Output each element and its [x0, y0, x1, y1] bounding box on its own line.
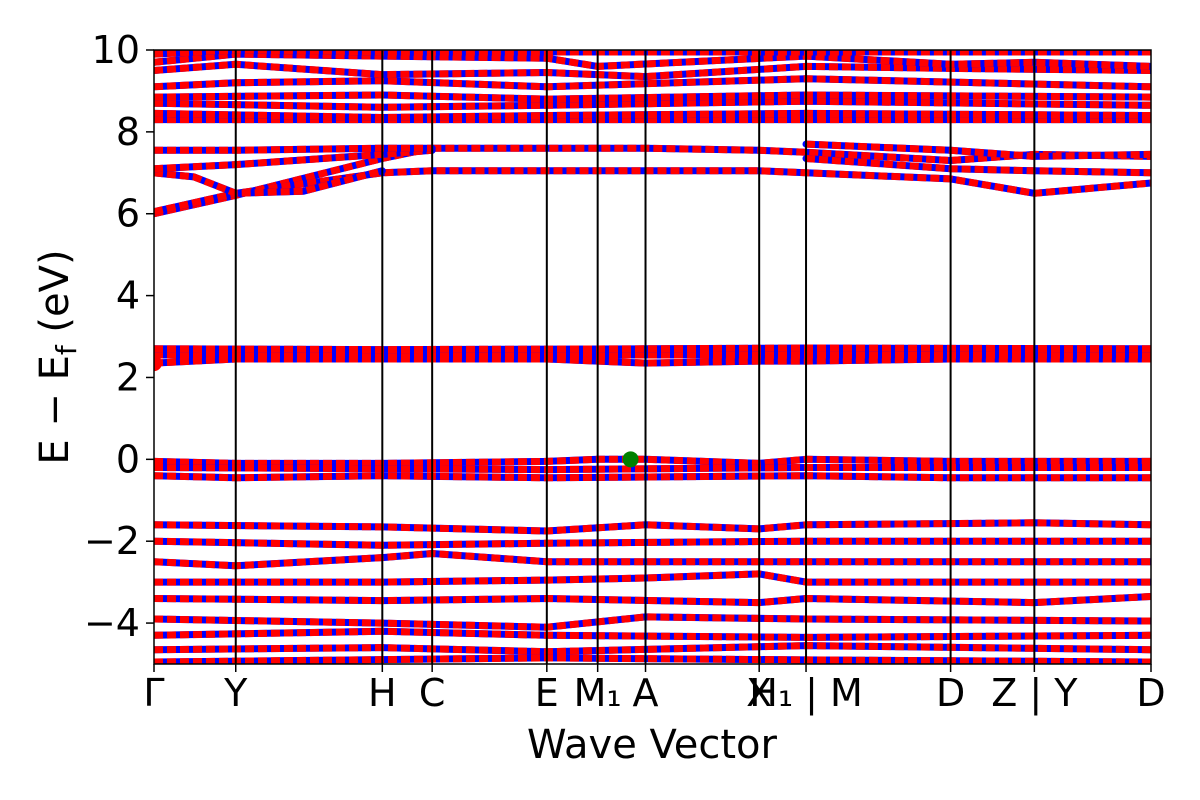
band-0-5-line [805, 155, 1151, 177]
valence-band-maximum-marker [622, 451, 639, 468]
y-axis-title: E − Ef (eV) [32, 249, 83, 464]
band-0-1-line [154, 167, 1151, 216]
y-tick-label: 0 [116, 437, 140, 481]
high-symmetry-lines [234, 50, 1036, 664]
bands-layer [154, 50, 1151, 664]
band-4-7-line [154, 642, 1151, 656]
x-tick-label: D [936, 671, 965, 715]
x-tick-label: Z | Y [991, 671, 1078, 716]
band-0-4-line [154, 144, 433, 154]
band-4-0-line [154, 519, 1151, 535]
band-3-0-line [154, 455, 1151, 467]
y-tick-label: −2 [84, 519, 140, 563]
band-1-6-line [154, 50, 1151, 70]
special-points [154, 355, 639, 468]
band-4-8-line [154, 654, 1151, 664]
band-3-1-line [154, 464, 1151, 474]
band-2-0-line [154, 355, 1151, 367]
band-0-6-line [805, 140, 1151, 160]
band-4-2-line [154, 550, 1151, 570]
y-axis-title-subscript: f [50, 344, 83, 355]
x-tick-label: Γ [143, 671, 164, 715]
x-tick-label: C [419, 671, 446, 715]
y-axis-title-suffix: (eV) [32, 249, 78, 345]
y-tick-label: 4 [116, 274, 140, 318]
y-axis-ticks: −4 −2 0 2 4 6 8 10 [84, 28, 154, 645]
y-axis-title-prefix: E − E [32, 355, 78, 465]
x-tick-label: M₁ [574, 671, 622, 715]
band-3-2-line [154, 472, 1151, 482]
x-tick-label: X [746, 671, 772, 715]
conduction-band-minimum-marker [154, 355, 162, 372]
x-axis-ticks: Γ Y H C E M₁ A XH₁ | M D Z | Y D [143, 664, 1166, 716]
band-1-3-line [154, 91, 1151, 103]
band-1-5-line [154, 60, 1151, 81]
x-tick-label: H [368, 671, 397, 715]
band-3-0-outline [154, 455, 1151, 467]
band-4-6-line [154, 627, 1151, 641]
x-tick-label: H₁ | M [749, 671, 863, 716]
plot-frame [153, 49, 1152, 665]
x-tick-label: A [633, 671, 659, 715]
y-tick-label: −4 [84, 601, 140, 645]
band-4-3-line [154, 570, 1151, 586]
x-axis-title: Wave Vector [527, 722, 778, 768]
band-2-2-line [154, 344, 1151, 354]
band-4-4-line [154, 593, 1151, 607]
x-tick-label: D [1136, 671, 1165, 715]
x-tick-label: Y [223, 671, 248, 715]
band-0-0-line [154, 144, 1151, 218]
y-tick-label: 2 [116, 355, 140, 399]
y-tick-label: 8 [116, 110, 140, 154]
band-1-1-line [154, 109, 1151, 121]
band-1-2-line [154, 97, 1151, 111]
band-4-5-line [154, 613, 1151, 631]
band-0-3-line [154, 146, 433, 173]
band-4-1-line [154, 537, 1151, 549]
y-tick-label: 10 [92, 28, 140, 72]
band-1-4-line [154, 75, 1151, 91]
y-tick-label: 6 [116, 192, 140, 236]
x-tick-label: E [535, 671, 559, 715]
